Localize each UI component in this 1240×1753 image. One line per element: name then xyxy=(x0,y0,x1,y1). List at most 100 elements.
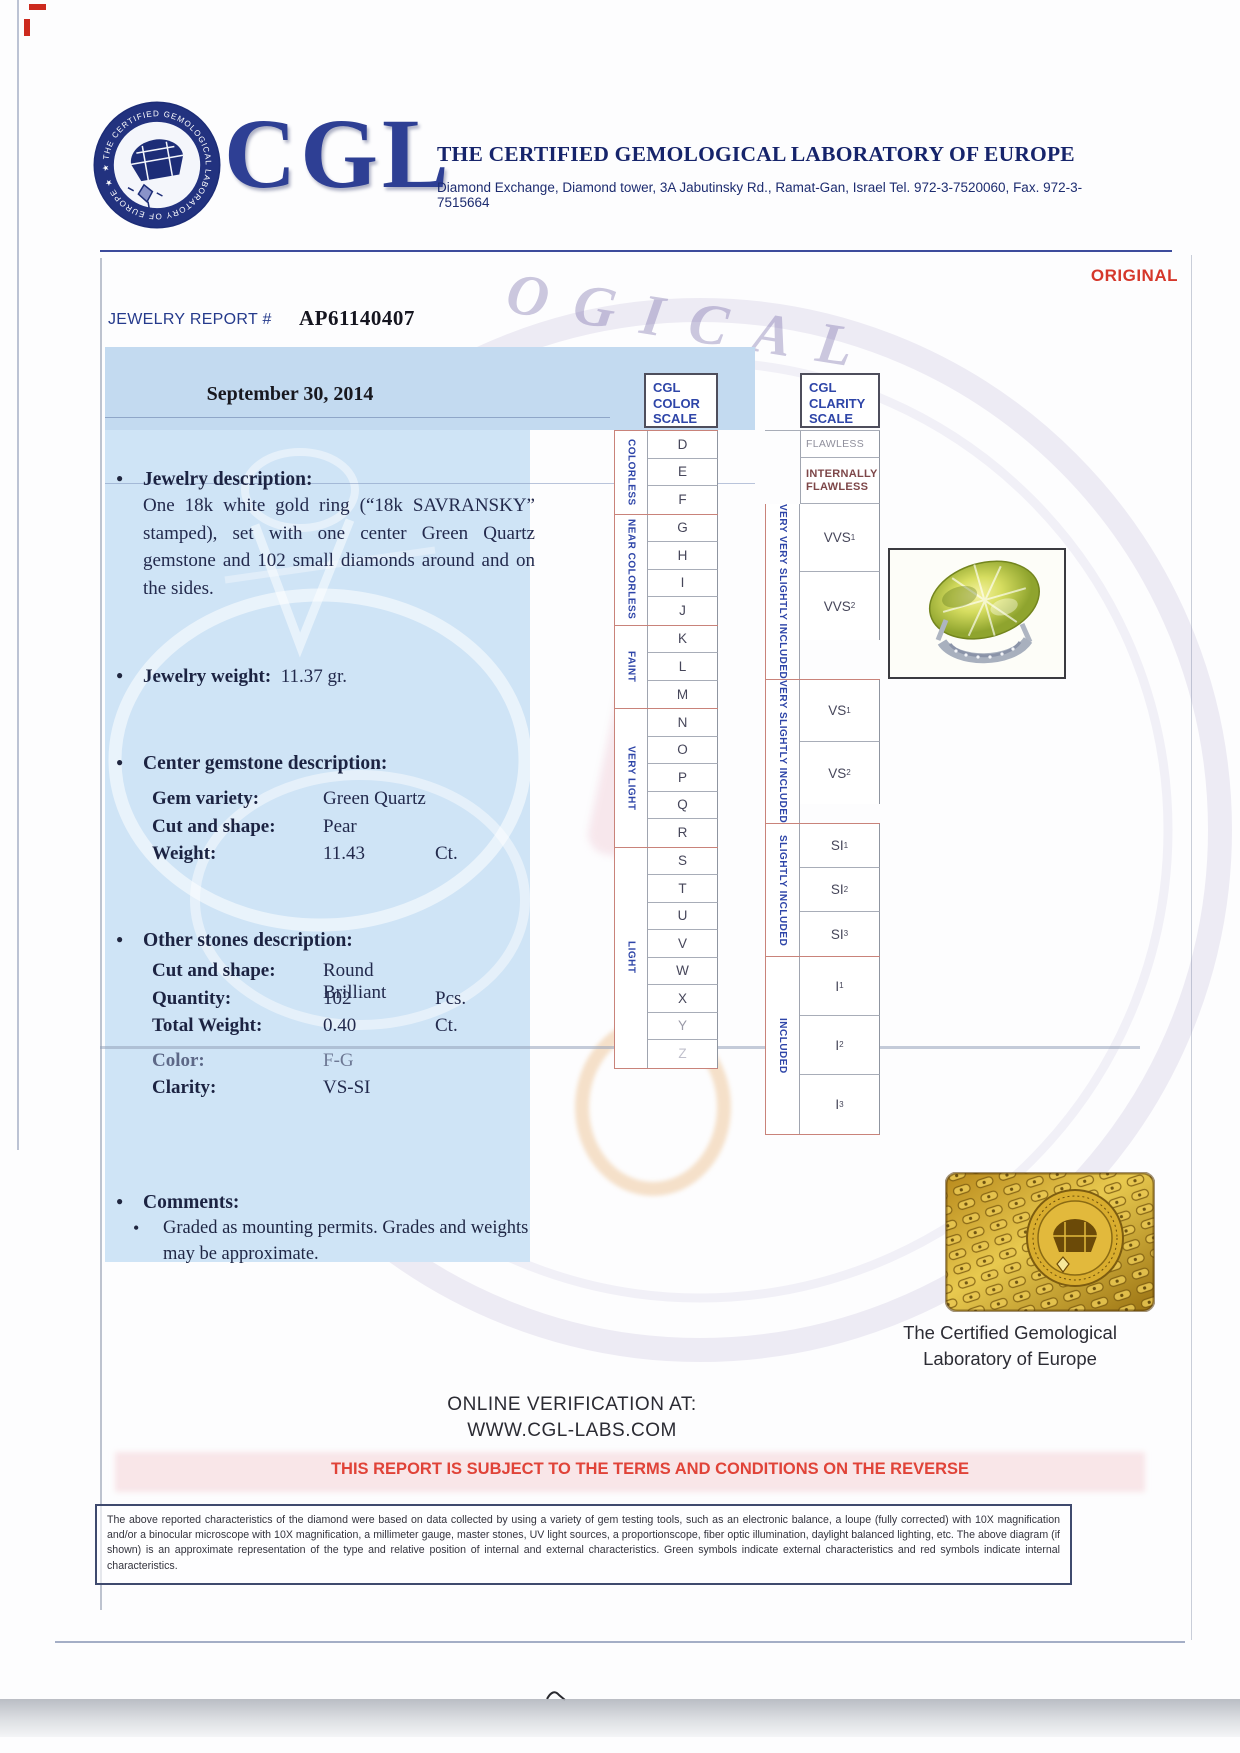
online-verification-url: WWW.CGL-LABS.COM xyxy=(467,1420,677,1441)
color-category: COLORLESS D E F xyxy=(614,431,718,515)
color-grade-I: I xyxy=(648,569,718,597)
color-grade-H: H xyxy=(648,542,718,570)
jewelry-description-body: One 18k white gold ring (“18k SAVRANSKY”… xyxy=(143,495,535,599)
online-verification-line1: ONLINE VERIFICATION AT: xyxy=(447,1394,697,1415)
clarity-grade-vvs2: VVS 2 xyxy=(800,572,880,640)
clarity-category-label: SLIGHTLY INCLUDED xyxy=(765,824,800,957)
date-underline xyxy=(105,417,610,418)
kv-label: Gem variety: xyxy=(152,788,260,809)
kv-value: VS-SI xyxy=(323,1077,371,1098)
scan-edge-line xyxy=(17,0,19,1150)
color-grade-X: X xyxy=(648,985,718,1013)
kv-row: Cut and shape: Pear xyxy=(152,816,458,844)
clarity-category-label: VERY SLIGHTLY INCLUDED xyxy=(765,680,800,824)
scan-red-mark xyxy=(29,4,46,10)
lab-title: THE CERTIFIED GEMOLOGICAL LABORATORY OF … xyxy=(437,142,1075,166)
color-category-label: NEAR COLORLESS xyxy=(614,514,648,625)
color-grade-M: M xyxy=(648,680,718,708)
clarity-category-label: INCLUDED xyxy=(765,957,800,1135)
seal-caption: The Certified Gemological Laboratory of … xyxy=(860,1320,1160,1372)
color-grade-J: J xyxy=(648,597,718,625)
gold-hologram-seal xyxy=(944,1171,1156,1313)
scan-bottom-shadow xyxy=(0,1699,1240,1737)
clarity-grade-vs1: VS 1 xyxy=(800,680,880,743)
jewelry-description-heading: Jewelry description: xyxy=(116,469,312,491)
scan-bottom-line xyxy=(55,1641,1185,1643)
jewelry-weight-label: Jewelry weight: xyxy=(143,666,272,687)
fine-print-box: The above reported characteristics of th… xyxy=(95,1504,1072,1585)
handwritten-mark xyxy=(546,1691,566,1701)
online-verification: ONLINE VERIFICATION AT: WWW.CGL-LABS.COM xyxy=(372,1392,772,1444)
color-grade-T: T xyxy=(648,875,718,903)
kv-label: Clarity: xyxy=(152,1077,217,1098)
lab-address: Diamond Exchange, Diamond tower, 3A Jabu… xyxy=(437,180,1083,210)
kv-label: Color: xyxy=(152,1049,205,1071)
color-grade-V: V xyxy=(648,930,718,958)
color-category: LIGHT S T U V W X Y Z xyxy=(614,847,718,1069)
clarity-category-label: VERY VERY SLIGHTLY INCLUDED xyxy=(765,504,800,680)
clarity-grade-si3: SI 3 xyxy=(800,912,880,957)
cgl-seal-logo: ★ THE CERTIFIED GEMOLOGICAL LABORATORY O… xyxy=(92,100,221,229)
document-fold-line xyxy=(100,258,102,1610)
color-grade-L: L xyxy=(648,653,718,681)
color-category: NEAR COLORLESS G H I J xyxy=(614,514,718,626)
color-grade-W: W xyxy=(648,957,718,985)
ring-photo xyxy=(888,548,1066,679)
color-scale-title: CGL COLOR SCALE xyxy=(644,373,718,428)
color-grade-S: S xyxy=(648,847,718,875)
kv-row: Weight: 11.43 Ct. xyxy=(152,843,458,871)
clarity-scale-title: CGL CLARITY SCALE xyxy=(800,373,880,428)
other-stones-heading: Other stones description: xyxy=(116,930,353,952)
scan-red-mark xyxy=(24,19,30,36)
color-category-label: LIGHT xyxy=(614,847,648,1068)
kv-label: Quantity: xyxy=(152,987,232,1009)
scan-edge-line xyxy=(1191,255,1192,1640)
kv-unit: Pcs. xyxy=(435,987,467,1009)
kv-label: Weight: xyxy=(152,843,217,864)
clarity-grade-flawless: FLAWLESS xyxy=(800,431,880,458)
clarity-grade-si2: SI 2 xyxy=(800,868,880,913)
scan-faint-line xyxy=(105,483,755,484)
color-grade-Y: Y xyxy=(648,1012,718,1040)
comments-heading: Comments: xyxy=(116,1192,240,1214)
color-scale-table: COLORLESS D E F NEAR COLORLESS G H I J FAINT K L M VE… xyxy=(614,430,718,1069)
other-stones-table: Cut and shape: Round Brilliant Quantity: 10… xyxy=(152,960,466,1105)
center-gemstone-heading: Center gemstone description: xyxy=(116,753,387,775)
color-category: VERY LIGHT N O P Q R xyxy=(614,709,718,848)
kv-value: 102 xyxy=(323,987,352,1009)
color-grade-U: U xyxy=(648,902,718,930)
kv-row: Cut and shape: Round Brilliant xyxy=(152,960,466,1003)
kv-unit: Ct. xyxy=(435,1015,458,1036)
header-rule xyxy=(100,250,1172,252)
clarity-category: INCLUDED I 1 I 2 I 3 xyxy=(765,957,880,1136)
kv-label: Total Weight: xyxy=(152,1015,263,1036)
color-category-label: COLORLESS xyxy=(614,431,648,514)
kv-unit: Ct. xyxy=(435,843,458,864)
seal-caption-line1: The Certified Gemological xyxy=(903,1322,1117,1343)
clarity-grade-internally-flawless: INTERNALLY FLAWLESS xyxy=(800,458,880,504)
color-category-label: FAINT xyxy=(614,625,648,708)
seal-caption-line2: Laboratory of Europe xyxy=(923,1348,1097,1369)
kv-value: F-G xyxy=(323,1049,354,1071)
report-date: September 30, 2014 xyxy=(206,383,374,405)
clarity-grade-vvs1: VVS 1 xyxy=(800,504,880,572)
color-grade-G: G xyxy=(648,514,718,542)
kv-row: Total Weight: 0.40 Ct. xyxy=(152,1015,466,1043)
terms-notice: THIS REPORT IS SUBJECT TO THE TERMS AND … xyxy=(330,1460,970,1478)
kv-value: 11.43 xyxy=(323,843,366,864)
color-grade-D: D xyxy=(648,431,718,459)
watermark-pink-band xyxy=(115,1452,1145,1492)
kv-value: Round Brilliant xyxy=(323,960,387,1003)
cgl-logo-text: CGL xyxy=(224,98,453,209)
report-number: AP61140407 xyxy=(299,306,415,330)
clarity-category: VERY SLIGHTLY INCLUDED VS 1 VS 2 xyxy=(765,680,880,825)
clarity-scale-table: FLAWLESS INTERNALLY FLAWLESS VERY VERY SLIG… xyxy=(765,430,880,1136)
color-grade-N: N xyxy=(648,709,718,737)
color-grade-F: F xyxy=(648,486,718,514)
clarity-grade-vs2: VS 2 xyxy=(800,742,880,805)
clarity-category: SLIGHTLY INCLUDED SI 1 SI 2 SI 3 xyxy=(765,824,880,958)
